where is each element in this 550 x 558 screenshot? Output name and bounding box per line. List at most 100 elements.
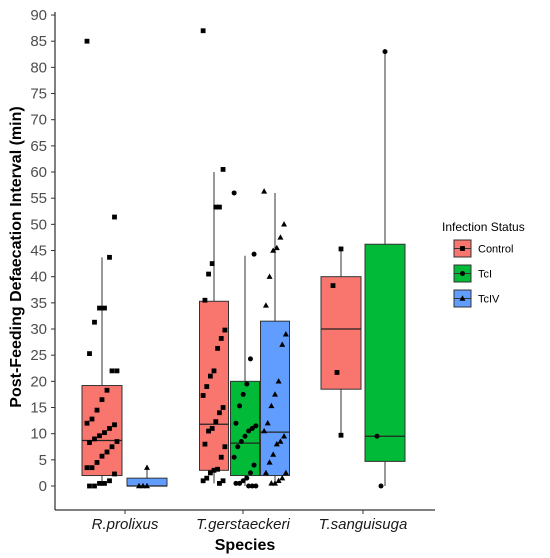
data-point [249, 425, 255, 431]
data-point [144, 464, 150, 470]
data-point [92, 436, 97, 442]
points-t-sanguisuga-tci [374, 49, 388, 489]
data-point [272, 391, 278, 397]
data-point [270, 451, 277, 457]
points-t-gerstaeckeri-control [200, 28, 228, 486]
y-tick-label: 40 [30, 269, 47, 286]
data-point [136, 482, 142, 489]
data-point [84, 420, 90, 426]
box-t-gerstaeckeri-tciv [260, 192, 290, 484]
data-point [89, 465, 95, 471]
data-point [94, 460, 100, 465]
y-tick-label: 45 [30, 243, 47, 260]
data-point [200, 28, 206, 34]
y-tick-label: 85 [30, 33, 47, 50]
points-t-gerstaeckeri-tci [231, 190, 259, 489]
box-body [320, 276, 362, 390]
data-point [97, 305, 102, 311]
data-point [112, 422, 117, 428]
data-point [92, 483, 97, 489]
data-point [238, 439, 244, 445]
y-tick-label: 25 [30, 347, 47, 364]
data-point [102, 480, 107, 486]
legend-label: Control [478, 244, 513, 256]
data-point [112, 214, 117, 220]
data-point [242, 433, 248, 439]
data-point [279, 341, 286, 347]
data-point [217, 410, 222, 416]
data-point [249, 483, 255, 489]
data-point [231, 190, 237, 196]
data-point [89, 416, 95, 422]
data-point [281, 433, 288, 439]
data-point [247, 356, 253, 362]
data-point [84, 38, 90, 44]
data-point [282, 331, 289, 337]
data-point [215, 466, 221, 472]
legend-label: TcI [478, 269, 492, 281]
data-point [104, 449, 110, 455]
data-point [84, 465, 90, 471]
data-point [114, 439, 120, 444]
data-point [209, 261, 215, 266]
data-point [218, 454, 224, 460]
data-point [99, 397, 105, 403]
data-point [114, 368, 120, 374]
y-tick-label: 10 [30, 426, 47, 443]
box-body [364, 243, 406, 462]
y-tick-label: 20 [30, 373, 47, 390]
data-point [240, 478, 246, 484]
data-point [282, 469, 289, 476]
box-t-sanguisuga-control [320, 248, 362, 436]
data-point [246, 428, 252, 434]
data-point [266, 273, 273, 279]
data-point [218, 336, 224, 341]
data-point [273, 440, 280, 447]
data-point [140, 482, 146, 489]
legend-label: TcIV [478, 294, 500, 306]
data-point [261, 188, 268, 194]
x-tick-label: T.sanguisuga [319, 516, 408, 533]
x-ticks: R.prolixus T.gerstaeckeri T.sanguisuga [92, 510, 408, 533]
data-point [277, 234, 284, 240]
data-point [204, 475, 210, 481]
data-point [222, 327, 228, 333]
data-point [220, 478, 226, 484]
legend-item-control: Control [453, 239, 513, 258]
data-point [247, 470, 253, 476]
data-point [102, 430, 107, 436]
data-point [334, 370, 340, 375]
data-point [231, 454, 237, 460]
data-point [102, 305, 107, 311]
points-t-gerstaeckeri-tciv [261, 188, 289, 486]
data-point [107, 426, 112, 431]
data-point [209, 426, 215, 431]
data-point [87, 351, 92, 357]
data-point [338, 246, 344, 252]
data-point [264, 420, 271, 426]
points-r-prolixus-control [84, 38, 120, 489]
y-tick-label: 75 [30, 86, 47, 103]
data-point [217, 204, 222, 210]
y-tick-label: 5 [39, 452, 47, 469]
data-point [220, 405, 226, 410]
data-point [279, 474, 286, 481]
data-point [378, 483, 384, 489]
x-tick-label: R.prolixus [92, 516, 159, 533]
data-point [213, 204, 219, 210]
data-point [277, 438, 284, 444]
y-tick-label: 70 [30, 112, 47, 129]
data-point [202, 441, 208, 447]
data-point [107, 478, 112, 484]
y-tick-label: 35 [30, 295, 47, 312]
data-point [213, 419, 219, 425]
data-point [251, 251, 257, 257]
data-point [109, 368, 115, 374]
data-point [207, 470, 213, 476]
data-point [99, 453, 105, 459]
data-point [275, 378, 282, 384]
data-point [240, 391, 246, 397]
data-point [206, 428, 211, 434]
data-point [217, 480, 222, 486]
